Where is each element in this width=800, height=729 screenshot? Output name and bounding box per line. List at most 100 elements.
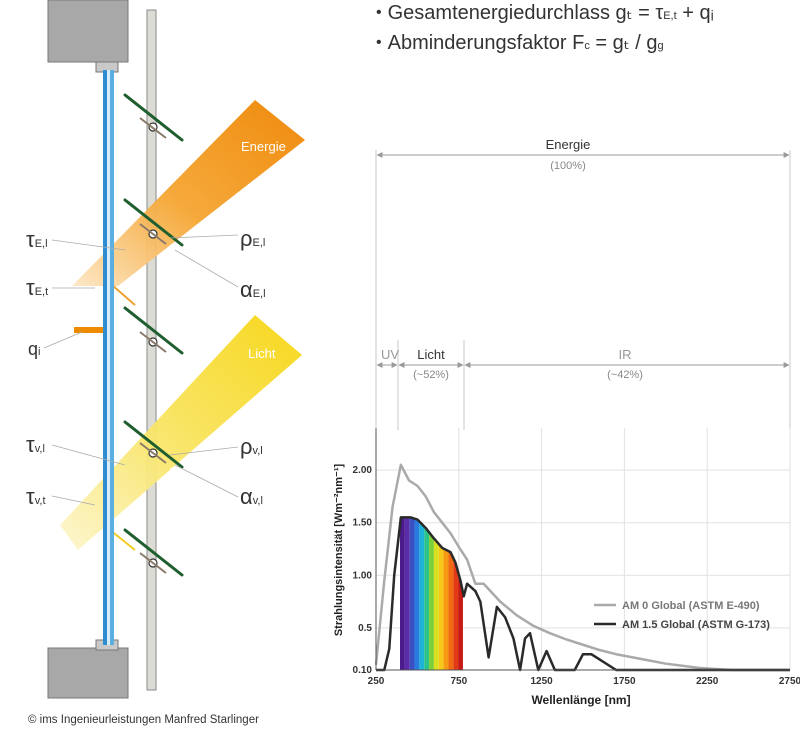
visible-spectrum-fill (400, 517, 463, 670)
energy-range-label: Energie (546, 137, 591, 152)
chart-axes: 250 750 1250 1750 2250 2750 0.10 0.5 1.00 1.50 2.0… (353, 428, 800, 687)
q-bar (74, 327, 104, 333)
light-beam (60, 315, 302, 550)
spectrum-band (453, 557, 459, 670)
light-absorbed-line (109, 529, 136, 551)
spectrum-band (458, 572, 463, 670)
y-tick-label: 1.50 (353, 518, 373, 529)
x-tick-label: 1250 (530, 676, 553, 687)
legend-label-am0: AM 0 Global (ASTM E-490) (622, 600, 760, 612)
y-tick-label: 2.00 (353, 465, 373, 476)
ir-range-pct: (~42%) (607, 369, 643, 381)
range-annotations: Energie (100%) UV Licht (~52%) IR (~42%) (375, 137, 791, 430)
blind-rail (146, 9, 157, 691)
energy-reflection-line (174, 178, 263, 249)
uv-range-label: UV (381, 347, 399, 362)
leader-lines (43, 234, 239, 506)
y-axis-label: Strahlungsintensität [Wm⁻²nm⁻¹] (333, 464, 345, 637)
x-tick-label: 750 (450, 676, 467, 687)
light-reflection-line (169, 396, 263, 471)
spectrum-band (400, 517, 405, 670)
energy-beam-label: Energie (241, 139, 286, 154)
formula-1-tail: + qᵢ (676, 2, 714, 24)
x-tick-label: 2250 (696, 676, 719, 687)
symbol-base: τ (26, 275, 35, 300)
symbol-sub: v,l (252, 445, 263, 457)
x-tick-label: 250 (368, 676, 385, 687)
symbol-base: ρ (240, 226, 253, 251)
formula-1-text: Gesamtenergiedurchlass gₜ = τ (387, 2, 664, 24)
frame-top (47, 0, 129, 63)
licht-range-pct: (~52%) (413, 369, 449, 381)
symbol-base: ρ (240, 434, 253, 459)
y-tick-label: 0.10 (353, 665, 373, 676)
symbol-sub: E,l (252, 237, 266, 249)
symbol-sub: v,l (252, 495, 263, 507)
symbol-base: α (240, 484, 253, 509)
symbol-sub: v,l (34, 443, 45, 455)
symbol-tau-E-l: τE,l (26, 227, 48, 253)
energy-range-pct: (100%) (550, 160, 585, 172)
frame-bottom (47, 647, 129, 699)
slat-brackets (139, 117, 167, 574)
symbol-base: τ (26, 432, 35, 457)
formula-2-text: Abminderungsfaktor F (387, 32, 585, 54)
symbol-q-i: qi (28, 339, 40, 360)
formula-2-sub: c (584, 40, 590, 52)
symbol-sub: v,t (34, 495, 46, 507)
formula-1-sub: E,t (663, 10, 677, 22)
series-line-am0 (374, 463, 790, 672)
formula-gesamtenergiedurchlass: • Gesamtenergiedurchlass gₜ = τE,t + qᵢ (376, 2, 714, 24)
spectrum-band (443, 548, 449, 670)
symbol-sub: i (38, 346, 41, 358)
formula-2-tail: = gₜ / g (589, 32, 658, 54)
ir-range-label: IR (619, 347, 632, 362)
spectrum-band (433, 538, 439, 670)
slat-5 (123, 528, 184, 577)
licht-range-label: Licht (417, 347, 445, 362)
glass-pane-outer (103, 70, 107, 645)
spectrum-band (424, 526, 430, 670)
formula-abminderungsfaktor: • Abminderungsfaktor Fc = gₜ / gg (376, 32, 664, 54)
symbol-base: α (240, 277, 253, 302)
formula-2-sub2: g (657, 40, 664, 52)
symbol-alpha-v-l: αv,l (240, 484, 263, 510)
spectrum-band (448, 551, 454, 670)
energy-beam (72, 100, 305, 286)
spectrum-band (414, 518, 420, 670)
symbol-base: τ (26, 484, 35, 509)
x-tick-label: 2750 (779, 676, 800, 687)
spectrum-band (409, 517, 415, 670)
y-tick-label: 0.5 (358, 623, 372, 634)
glazing-diagram: Energie Licht (43, 0, 305, 699)
energy-absorbed-line (111, 284, 136, 306)
symbol-alpha-E-l: αE,l (240, 277, 266, 303)
spectrum-band (404, 517, 410, 670)
slat-4 (123, 420, 184, 469)
symbol-tau-v-l: τv,l (26, 432, 45, 458)
spectrum-band (419, 521, 425, 670)
slat-3 (123, 306, 184, 355)
symbol-tau-E-t: τE,t (26, 275, 48, 301)
legend: AM 0 Global (ASTM E-490) AM 1.5 Global (… (594, 600, 770, 631)
spectrum-band (429, 532, 434, 670)
copyright-credit: © ims Ingenieurleistungen Manfred Starli… (28, 714, 259, 726)
symbol-base: q (28, 339, 39, 359)
symbol-base: τ (26, 227, 35, 252)
symbol-sub: E,t (34, 286, 49, 298)
legend-label-am15: AM 1.5 Global (ASTM G-173) (622, 619, 770, 631)
glass-pane-gap (107, 70, 110, 645)
spectrum-chart: 250 750 1250 1750 2250 2750 0.10 0.5 1.00 1.50 2.0… (333, 428, 800, 707)
light-beam-label: Licht (248, 346, 276, 361)
symbol-rho-v-l: ρv,l (240, 434, 263, 460)
symbol-rho-E-l: ρE,l (240, 226, 265, 252)
spectrum-band (438, 543, 444, 670)
y-tick-label: 1.00 (353, 570, 373, 581)
symbol-sub: E,l (34, 238, 48, 250)
symbol-sub: E,l (252, 288, 266, 300)
symbol-tau-v-t: τv,t (26, 484, 46, 510)
x-tick-label: 1750 (613, 676, 636, 687)
x-axis-label: Wellenlänge [nm] (531, 693, 630, 707)
slat-1 (123, 93, 184, 142)
glass-pane-inner (110, 70, 114, 645)
